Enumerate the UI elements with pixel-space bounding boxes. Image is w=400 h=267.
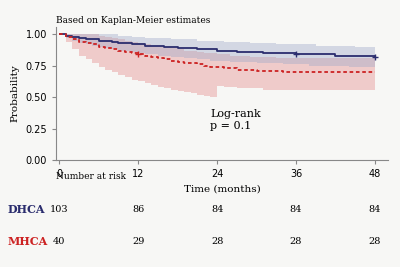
Text: 28: 28	[211, 237, 223, 246]
Text: 40: 40	[53, 237, 66, 246]
Text: DHCA: DHCA	[8, 204, 46, 215]
Text: 29: 29	[132, 237, 144, 246]
Text: 84: 84	[290, 205, 302, 214]
Text: 28: 28	[290, 237, 302, 246]
Text: 84: 84	[211, 205, 223, 214]
Text: MHCA: MHCA	[8, 236, 48, 247]
X-axis label: Time (months): Time (months)	[184, 185, 260, 194]
Text: Based on Kaplan-Meier estimates: Based on Kaplan-Meier estimates	[56, 15, 210, 25]
Text: 84: 84	[369, 205, 381, 214]
Y-axis label: Probability: Probability	[11, 65, 20, 122]
Text: Number at risk: Number at risk	[56, 172, 126, 181]
Text: 86: 86	[132, 205, 144, 214]
Text: 28: 28	[369, 237, 381, 246]
Text: 103: 103	[50, 205, 68, 214]
Text: Log-rank
p = 0.1: Log-rank p = 0.1	[210, 109, 261, 131]
